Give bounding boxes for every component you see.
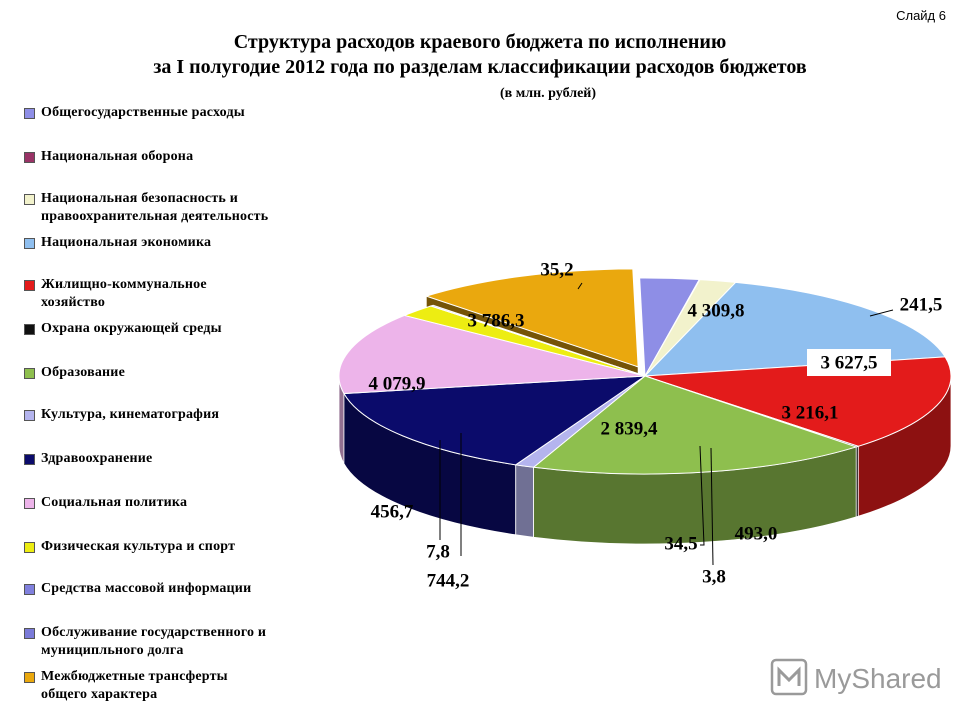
legend-label-line: муниципльного долга [41, 643, 184, 658]
legend-label-line: Межбюджетные трансферты [41, 669, 228, 684]
legend-swatch [24, 238, 35, 249]
chart-title-line-2: за I полугодие 2012 года по разделам кла… [153, 56, 807, 78]
data-label: 241,5 [900, 294, 943, 315]
legend-label-line: Обслуживание государственного и [41, 625, 267, 640]
legend-item: Физическая культура и спорт [24, 538, 344, 556]
pie-slice [343, 375, 647, 466]
legend-label-line: Здравоохранение [41, 451, 153, 466]
legend-label: Межбюджетные трансферты общего характера [41, 668, 228, 704]
legend-swatch [24, 194, 35, 205]
data-labels: 744,2 7,8 456,7 4 079,9 3 786,3 35,2 4 309,8 24… [369, 259, 943, 591]
legend-label: Физическая культура и спорт [41, 538, 235, 556]
legend-label-line: хозяйство [41, 295, 106, 310]
legend-label-line: Образование [41, 365, 125, 380]
legend-item: Культура, кинематография [24, 406, 344, 424]
legend-label-line: Охрана окружающей среды [41, 321, 222, 336]
leader-line [699, 445, 705, 546]
legend-item: Обслуживание государственного и муниципль… [24, 624, 344, 660]
legend-swatch [24, 454, 35, 465]
data-label: 4 079,9 [369, 373, 426, 394]
legend-item: Здравоохранение [24, 450, 344, 468]
data-label: 4 309,8 [688, 300, 745, 321]
legend-item: Национальная безопасность и правоохраните… [24, 190, 344, 226]
pie-slice [532, 375, 858, 475]
data-label: 35,2 [540, 259, 573, 280]
legend-swatch [24, 584, 35, 595]
legend-item: Образование [24, 364, 344, 382]
legend-swatch [24, 628, 35, 639]
data-label: 2 839,4 [601, 418, 659, 439]
legend-label: Культура, кинематография [41, 406, 219, 424]
legend-label: Социальная политика [41, 494, 187, 512]
data-label: 3 786,3 [468, 310, 525, 331]
legend-label: Образование [41, 364, 125, 382]
legend-label-line: Средства массовой информации [41, 581, 252, 596]
legend-item: Социальная политика [24, 494, 344, 512]
data-label: 3 627,5 [821, 352, 878, 373]
legend-label-line: Общегосударственные расходы [41, 105, 245, 120]
data-label-background [807, 349, 891, 376]
data-label: 3,8 [702, 566, 726, 587]
chart-title: Структура расходов краевого бюджета по и… [0, 30, 960, 80]
legend-item: Национальная оборона [24, 148, 344, 166]
legend-label-line: Физическая культура и спорт [41, 539, 236, 554]
legend-swatch [24, 368, 35, 379]
legend-swatch [24, 108, 35, 119]
legend-label: Национальная безопасность и правоохраните… [41, 190, 268, 226]
watermark-icon: MyShared [770, 658, 942, 696]
legend-label-line: Социальная политика [41, 495, 188, 510]
legend-item: Общегосударственные расходы [24, 104, 344, 122]
legend-item: Национальная экономика [24, 234, 344, 252]
legend-label: Жилищно-коммунальное хозяйство [41, 276, 207, 312]
legend-swatch [24, 280, 35, 291]
legend-label-line: Национальная безопасность и [41, 191, 238, 206]
legend-swatch [24, 498, 35, 509]
pie-slice [429, 304, 646, 377]
legend-label-line: общего характера [41, 687, 158, 702]
data-label: 456,7 [371, 501, 414, 522]
legend-label-line: Национальная оборона [41, 149, 194, 164]
legend-label: Охрана окружающей среды [41, 320, 222, 338]
legend-label-line: Национальная экономика [41, 235, 212, 250]
leader-lines [439, 282, 894, 566]
legend-swatch [24, 672, 35, 683]
leader-line [577, 282, 583, 290]
pie-slice [424, 268, 639, 368]
legend-item: Охрана окружающей среды [24, 320, 344, 338]
legend-swatch [24, 410, 35, 421]
watermark-text: MyShared [814, 663, 942, 694]
legend-item: Жилищно-коммунальное хозяйство [24, 276, 344, 312]
chart-legend: Общегосударственные расходы Национальная … [24, 98, 344, 718]
leader-line [869, 309, 894, 317]
pie-slice-side [515, 464, 535, 538]
watermark-logo: MyShared [768, 652, 948, 700]
data-label: 3 216,1 [782, 402, 839, 423]
legend-label-line: правоохранительная деятельность [41, 209, 269, 224]
legend-item: Межбюджетные трансферты общего характера [24, 668, 344, 704]
legend-swatch [24, 324, 35, 335]
leader-line [710, 447, 714, 566]
legend-swatch [24, 152, 35, 163]
legend-label-line: Культура, кинематография [41, 407, 220, 422]
legend-swatch [24, 542, 35, 553]
data-label: 493,0 [735, 523, 778, 544]
chart-unit-note: (в млн. рублей) [499, 86, 597, 101]
legend-label: Обслуживание государственного и муниципль… [41, 624, 266, 660]
pie-slices [338, 268, 952, 545]
pie-slice [338, 314, 646, 395]
data-label: 744,2 [427, 570, 470, 591]
legend-label: Национальная оборона [41, 148, 193, 166]
slide-number: Слайд 6 [896, 8, 946, 23]
legend-label: Общегосударственные расходы [41, 104, 245, 122]
data-label: 34,5 [664, 533, 697, 554]
data-label: 7,8 [426, 541, 450, 562]
legend-label: Здравоохранение [41, 450, 152, 468]
chart-title-line-1: Структура расходов краевого бюджета по и… [233, 31, 727, 53]
pie-slice [644, 356, 952, 447]
legend-item: Средства массовой информации [24, 580, 344, 598]
legend-label: Средства массовой информации [41, 580, 251, 598]
legend-label: Национальная экономика [41, 234, 211, 252]
legend-label-line: Жилищно-коммунальное [41, 277, 207, 292]
